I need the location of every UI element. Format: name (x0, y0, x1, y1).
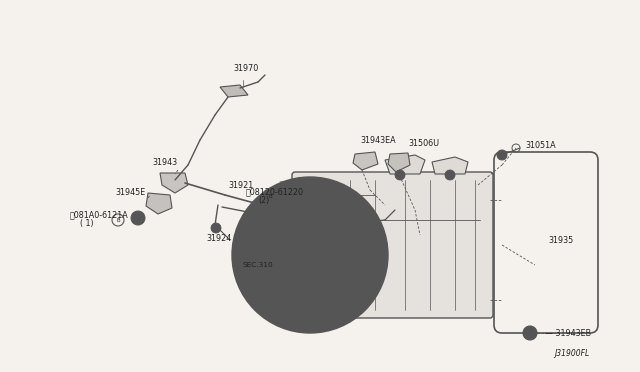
Text: — 31943EB: — 31943EB (545, 328, 591, 337)
Text: 31970: 31970 (233, 64, 259, 73)
Text: ( 1): ( 1) (80, 218, 93, 228)
Circle shape (131, 211, 145, 225)
Text: 31943EA: 31943EA (360, 135, 396, 144)
Text: J31900FL: J31900FL (555, 349, 590, 357)
Circle shape (497, 150, 507, 160)
Circle shape (271, 190, 280, 199)
Circle shape (248, 291, 257, 300)
Polygon shape (385, 155, 425, 174)
Text: 31924: 31924 (206, 234, 231, 243)
Circle shape (211, 223, 221, 233)
Text: 31935: 31935 (548, 235, 573, 244)
Polygon shape (432, 157, 468, 174)
FancyBboxPatch shape (292, 172, 493, 318)
Circle shape (252, 197, 368, 313)
Circle shape (232, 177, 388, 333)
Circle shape (523, 326, 537, 340)
Polygon shape (353, 152, 378, 170)
Text: 31051A: 31051A (525, 141, 556, 150)
Polygon shape (160, 173, 188, 193)
Text: Ⓑ081A0-6121A: Ⓑ081A0-6121A (70, 211, 129, 219)
Text: 31943: 31943 (152, 157, 177, 167)
Circle shape (288, 233, 332, 277)
Circle shape (293, 320, 302, 328)
Text: SEC.310: SEC.310 (243, 262, 273, 268)
Polygon shape (146, 193, 172, 214)
Circle shape (363, 210, 372, 219)
Text: Ⓑ08120-61220: Ⓑ08120-61220 (246, 187, 304, 196)
Text: 31921: 31921 (228, 180, 253, 189)
Text: 31506U: 31506U (408, 138, 439, 148)
Circle shape (317, 182, 326, 190)
Circle shape (238, 232, 247, 241)
Circle shape (445, 170, 455, 180)
Text: B: B (116, 218, 120, 222)
Text: 31945E: 31945E (115, 187, 145, 196)
Polygon shape (388, 153, 410, 172)
Circle shape (346, 308, 355, 317)
Polygon shape (220, 85, 248, 97)
Circle shape (373, 269, 382, 278)
Text: B: B (268, 193, 272, 199)
Circle shape (395, 170, 405, 180)
Text: (2): (2) (258, 196, 269, 205)
Circle shape (300, 245, 320, 265)
